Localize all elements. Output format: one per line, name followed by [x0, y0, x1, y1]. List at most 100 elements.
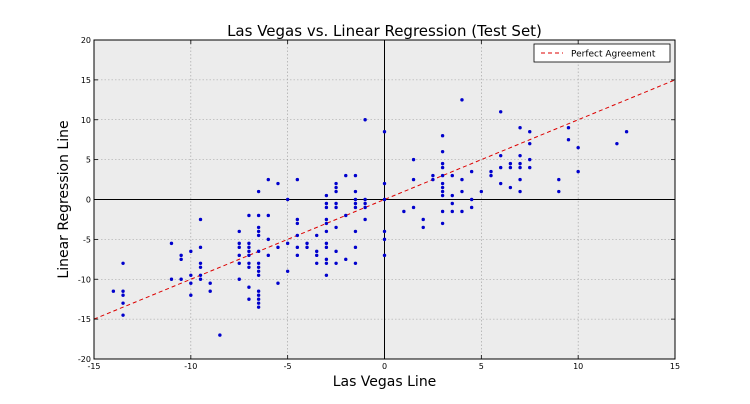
data-point — [576, 145, 580, 150]
data-point — [421, 217, 425, 222]
data-point — [363, 201, 367, 206]
data-point — [266, 213, 270, 218]
data-point — [431, 173, 435, 178]
data-point — [382, 130, 387, 134]
data-point — [353, 189, 358, 194]
data-point — [208, 289, 212, 293]
data-point — [256, 213, 261, 218]
data-point — [353, 229, 358, 234]
data-point — [256, 249, 261, 254]
legend-box — [533, 43, 671, 63]
legend: Perfect Agreement — [533, 43, 671, 63]
y-tick-label: -20 — [78, 355, 91, 364]
data-point — [324, 201, 329, 206]
y-tick-label: 20 — [81, 36, 91, 45]
x-tick-label: 15 — [670, 362, 680, 371]
data-point — [440, 221, 445, 226]
data-point — [382, 181, 387, 186]
data-point — [566, 126, 571, 130]
data-point — [218, 333, 222, 337]
data-point — [499, 181, 503, 186]
data-point — [615, 141, 619, 146]
data-point — [324, 217, 329, 222]
y-axis-ticks: -20 -15 -10 -5 0 5 10 15 20 — [78, 36, 675, 364]
data-point — [499, 165, 503, 170]
data-point — [285, 269, 290, 273]
data-point — [499, 153, 503, 158]
data-point — [440, 181, 445, 186]
data-point — [179, 253, 183, 258]
data-point — [189, 273, 193, 277]
data-point — [557, 189, 561, 194]
data-point — [295, 245, 300, 250]
data-point — [324, 205, 329, 210]
data-point — [256, 305, 261, 309]
data-point — [121, 261, 125, 265]
data-point — [469, 205, 474, 210]
data-point — [450, 173, 454, 178]
data-point — [247, 249, 251, 254]
data-point — [121, 313, 125, 317]
data-point — [460, 209, 464, 214]
data-point — [305, 245, 309, 250]
data-point — [324, 273, 329, 277]
data-point — [276, 245, 280, 250]
data-point — [353, 173, 358, 178]
data-point — [411, 157, 416, 162]
data-point — [440, 209, 445, 214]
data-point — [334, 261, 338, 265]
y-tick-label: 10 — [81, 116, 91, 125]
data-point — [315, 233, 319, 238]
data-point — [256, 297, 261, 301]
data-point — [189, 249, 193, 254]
data-point — [121, 289, 125, 293]
data-point — [363, 197, 367, 202]
data-point — [247, 253, 251, 258]
data-point — [353, 261, 358, 265]
data-point — [266, 177, 270, 182]
data-point — [237, 241, 241, 246]
data-point — [440, 185, 445, 190]
data-point — [382, 197, 387, 202]
data-point — [256, 189, 261, 194]
data-point — [198, 245, 203, 250]
data-point — [324, 245, 329, 250]
data-point — [518, 126, 522, 130]
data-point — [256, 265, 261, 269]
data-point — [489, 173, 493, 178]
data-point — [324, 261, 329, 265]
data-point — [324, 193, 329, 198]
data-point — [431, 177, 435, 182]
data-point — [518, 165, 522, 170]
x-tick-label: 5 — [479, 362, 484, 371]
data-point — [295, 253, 300, 258]
data-point — [353, 205, 358, 210]
y-tick-label: 5 — [86, 156, 91, 165]
data-point — [334, 185, 338, 190]
data-point — [169, 241, 174, 246]
data-point — [315, 249, 319, 254]
data-point — [344, 213, 348, 218]
data-point — [295, 221, 300, 226]
data-point — [256, 273, 261, 277]
data-point — [237, 277, 241, 281]
data-point — [247, 285, 251, 289]
data-point — [198, 261, 203, 265]
data-point — [285, 197, 290, 202]
data-point — [469, 169, 474, 174]
data-point — [440, 149, 445, 154]
y-tick-label: -15 — [78, 315, 91, 324]
data-point — [324, 229, 329, 234]
data-point — [285, 241, 290, 246]
data-point — [256, 229, 261, 234]
data-point — [363, 118, 367, 122]
data-point — [353, 197, 358, 202]
data-point — [295, 217, 300, 222]
data-point — [315, 261, 319, 265]
data-point — [460, 177, 464, 182]
data-point — [266, 253, 270, 258]
y-tick-label: 0 — [86, 196, 91, 205]
data-point — [198, 277, 203, 281]
data-point — [411, 205, 416, 210]
